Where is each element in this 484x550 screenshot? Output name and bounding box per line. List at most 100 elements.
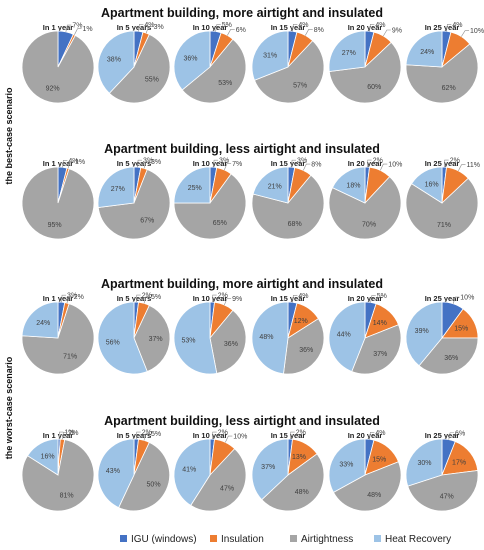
leader-line bbox=[137, 159, 143, 168]
pie-slice bbox=[97, 169, 171, 240]
data-label: 2% bbox=[74, 294, 84, 301]
pie-title: In 10 year bbox=[193, 431, 228, 440]
data-label: 12% bbox=[294, 318, 308, 325]
leader-line bbox=[292, 24, 298, 32]
leader-line bbox=[65, 24, 72, 32]
pie-slice bbox=[21, 301, 59, 339]
pie-title: In 15 year bbox=[271, 431, 306, 440]
data-label: 37% bbox=[373, 351, 387, 358]
data-label: 2% bbox=[218, 430, 228, 437]
data-label: 47% bbox=[220, 486, 234, 493]
data-label: 2% bbox=[296, 430, 306, 437]
scenario-label: the worst-case scenario bbox=[4, 356, 14, 459]
pie-title: In 20 year bbox=[348, 294, 383, 303]
data-label: 68% bbox=[288, 221, 302, 228]
data-label: 33% bbox=[339, 462, 353, 469]
data-label: 4% bbox=[452, 22, 462, 29]
data-label: 50% bbox=[147, 482, 161, 489]
data-label: 62% bbox=[442, 85, 456, 92]
data-label: 71% bbox=[63, 353, 77, 360]
data-label: 3% bbox=[151, 159, 161, 166]
leader-line bbox=[67, 161, 74, 169]
pie-slice bbox=[283, 318, 325, 375]
pie-title: In 10 year bbox=[193, 23, 228, 32]
leader-line bbox=[383, 29, 391, 37]
pie-slice bbox=[261, 453, 325, 512]
legend: IGU (windows) Insulation Airtightness Heat … bbox=[120, 534, 451, 545]
pie: In 1 year 7%1% 92% bbox=[21, 23, 95, 104]
pie-title: In 1 year bbox=[43, 431, 74, 440]
data-label: 65% bbox=[213, 220, 227, 227]
data-label: 81% bbox=[60, 492, 74, 499]
pie-slice bbox=[405, 438, 443, 487]
pie-slice bbox=[173, 30, 211, 91]
leader-line bbox=[211, 431, 217, 440]
leader-line bbox=[446, 24, 452, 32]
legend-swatch bbox=[374, 535, 381, 542]
pie-slice bbox=[418, 337, 479, 375]
data-label: 57% bbox=[293, 82, 307, 89]
pie-slice bbox=[328, 41, 402, 104]
leader-line bbox=[292, 295, 298, 303]
leader-line bbox=[143, 296, 150, 304]
pie-slice bbox=[209, 309, 247, 374]
data-label: 4% bbox=[375, 430, 385, 437]
pie-slice bbox=[251, 438, 289, 501]
pie-slice bbox=[251, 30, 289, 81]
data-label: 10% bbox=[388, 162, 402, 169]
data-label: 9% bbox=[392, 27, 402, 34]
leader-line bbox=[61, 294, 67, 303]
legend-item: Heat Recovery bbox=[374, 534, 451, 545]
data-label: 10% bbox=[470, 28, 484, 35]
data-label: 10% bbox=[460, 295, 474, 302]
pie-slice bbox=[190, 448, 247, 512]
data-label: 15% bbox=[454, 326, 468, 333]
pie-slice bbox=[173, 173, 247, 240]
data-label: 36% bbox=[224, 341, 238, 348]
pie-title: In 1 year bbox=[43, 294, 74, 303]
leader-line bbox=[143, 433, 150, 441]
pie-slice bbox=[332, 461, 402, 512]
data-label: 70% bbox=[362, 222, 376, 229]
data-label: 16% bbox=[425, 182, 439, 189]
leader-line bbox=[227, 29, 235, 36]
pie-title: In 25 year bbox=[425, 23, 460, 32]
leader-line bbox=[224, 163, 232, 171]
pie-slice bbox=[21, 303, 95, 375]
legend-label: Heat Recovery bbox=[385, 534, 451, 545]
pie-title: In 25 year bbox=[425, 431, 460, 440]
leader-line bbox=[305, 29, 313, 36]
pie-title: In 1 year bbox=[43, 23, 74, 32]
data-label: 38% bbox=[107, 57, 121, 64]
data-label: 2% bbox=[218, 293, 228, 300]
data-label: 27% bbox=[342, 50, 356, 57]
pie-slice bbox=[21, 30, 95, 104]
pie-slice bbox=[328, 301, 366, 372]
leader-line bbox=[461, 30, 470, 37]
data-label: 37% bbox=[149, 336, 163, 343]
data-label: 71% bbox=[437, 222, 451, 229]
legend-item: Insulation bbox=[210, 534, 264, 545]
leader-line bbox=[135, 294, 141, 303]
data-label: 11% bbox=[467, 162, 481, 169]
data-label: 48% bbox=[295, 489, 309, 496]
legend-label: Insulation bbox=[221, 534, 264, 545]
pie-slice bbox=[118, 441, 170, 512]
group-title: Apartment building, less airtight and in… bbox=[104, 142, 380, 156]
data-label: 48% bbox=[259, 334, 273, 341]
legend-label: IGU (windows) bbox=[131, 534, 197, 545]
legend-swatch bbox=[120, 535, 127, 542]
pie-title: In 15 year bbox=[271, 23, 306, 32]
data-label: 5% bbox=[151, 431, 161, 438]
